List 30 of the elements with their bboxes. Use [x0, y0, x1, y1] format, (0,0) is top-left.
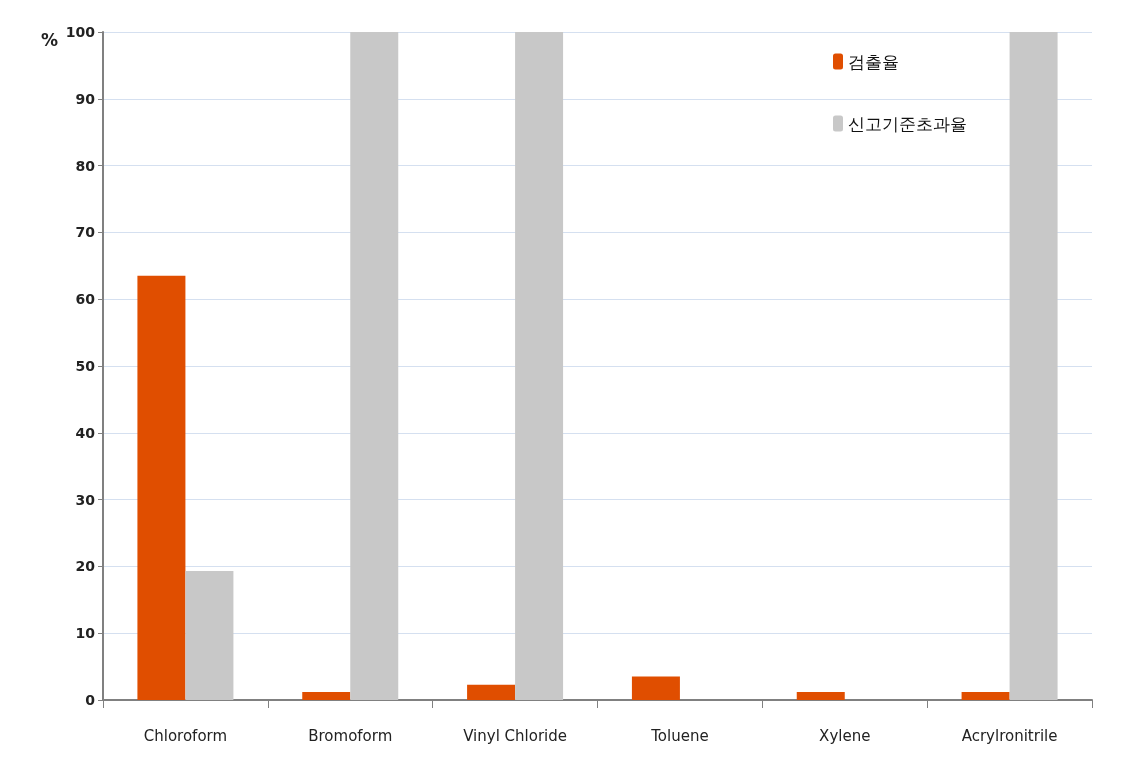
bar — [302, 691, 351, 700]
bar — [185, 571, 234, 700]
bar — [467, 684, 516, 700]
y-tick-label: 90 — [75, 90, 96, 107]
y-tick-label: 70 — [75, 224, 96, 241]
bar — [1009, 32, 1058, 700]
x-tick-label: Bromoform — [308, 726, 393, 745]
y-tick-label: 80 — [75, 157, 96, 174]
y-tick-label: 50 — [75, 358, 96, 374]
bar — [631, 676, 680, 700]
x-tick-label: Chloroform — [143, 726, 228, 745]
bar — [961, 691, 1010, 700]
y-tick-label: 60 — [75, 291, 96, 308]
y-tick-label: 10 — [75, 625, 96, 642]
y-tick-label: 30 — [75, 491, 96, 508]
y-tick-label: 40 — [75, 424, 96, 441]
y-tick-label: 100 — [65, 24, 96, 40]
x-tick-label: Toluene — [650, 726, 709, 745]
x-tick-label: Vinyl Chloride — [463, 726, 567, 745]
legend-label: 신고기준초과율 — [848, 113, 967, 134]
legend-label: 검출율 — [848, 51, 899, 72]
y-axis-title: % — [40, 29, 58, 50]
bar — [137, 275, 186, 700]
x-tick-label: Acrylronitrile — [961, 726, 1058, 745]
bar — [796, 691, 845, 700]
x-tick-label: Xylene — [819, 726, 871, 745]
bar — [350, 32, 399, 700]
bar — [515, 32, 564, 700]
y-tick-label: 0 — [85, 692, 96, 708]
y-tick-label: 20 — [75, 558, 96, 575]
